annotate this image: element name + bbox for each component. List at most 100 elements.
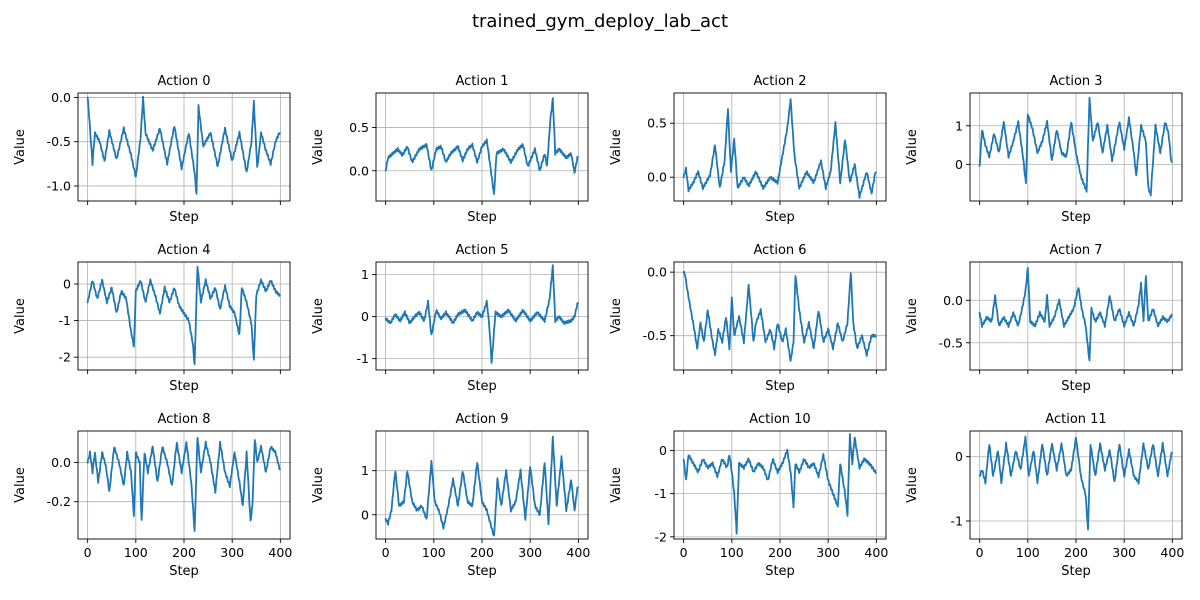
y-axis-label: Value — [905, 129, 920, 165]
y-tick-label: 1 — [955, 118, 963, 133]
series-line — [384, 264, 579, 364]
y-tick-label: 1 — [361, 267, 369, 282]
subplot-action-4: Action 4 0 -1 -2 Step Value — [13, 243, 291, 394]
x-tick-label: 300 — [816, 545, 840, 560]
y-axis-label: Value — [13, 129, 28, 165]
x-axis-label: Step — [169, 564, 199, 579]
y-tick-label: 0 — [955, 449, 963, 464]
x-axis-label: Step — [765, 564, 795, 579]
y-tick-label: -0.5 — [47, 134, 71, 149]
x-tick-label: 100 — [124, 545, 148, 560]
x-axis-label: Step — [467, 210, 497, 225]
x-tick-label: 400 — [864, 545, 888, 560]
y-axis-label: Value — [905, 467, 920, 503]
subplot-title: Action 0 — [157, 74, 210, 89]
series-line — [978, 96, 1173, 197]
series-line — [384, 97, 579, 195]
subplot-action-1: Action 1 0.0 0.5 Step Value — [311, 74, 589, 225]
subplot-action-11: Action 11 0 100 200 300 400 0 -1 Step Value — [905, 412, 1184, 579]
y-axis-label: Value — [13, 467, 28, 503]
subplot-title: Action 9 — [455, 412, 508, 427]
x-axis-label: Step — [765, 210, 795, 225]
y-tick-label: -1 — [655, 486, 667, 501]
x-tick-label: 300 — [518, 545, 542, 560]
x-tick-label: 100 — [1016, 545, 1040, 560]
y-tick-label: -0.2 — [47, 494, 71, 509]
y-tick-label: -1 — [59, 313, 71, 328]
subplot-title: Action 3 — [1049, 74, 1102, 89]
y-tick-label: 1 — [361, 463, 369, 478]
subplot-title: Action 11 — [1045, 412, 1106, 427]
x-axis-label: Step — [467, 564, 497, 579]
y-tick-label: 0.0 — [349, 163, 369, 178]
subplot-action-8: Action 8 0 100 200 300 400 0.0 -0.2 Step Value — [13, 412, 292, 579]
subplot-action-7: Action 7 0.0 -0.5 Step Value — [905, 243, 1183, 394]
y-tick-label: 0 — [63, 276, 71, 291]
subplot-title: Action 4 — [157, 243, 210, 258]
y-tick-label: -2 — [655, 529, 667, 544]
subplot-action-2: Action 2 0.0 0.5 Step Value — [609, 74, 887, 225]
series-line — [978, 435, 1173, 531]
x-axis-label: Step — [765, 379, 795, 394]
subplot-title: Action 6 — [753, 243, 806, 258]
y-tick-label: -1 — [357, 351, 369, 366]
x-axis-label: Step — [169, 379, 199, 394]
subplot-action-0: Action 0 0.0 -0.5 -1.0 Step Value — [13, 74, 291, 225]
series-line — [682, 433, 877, 535]
x-tick-label: 400 — [1160, 545, 1184, 560]
x-axis-label: Step — [1061, 210, 1091, 225]
x-tick-label: 400 — [566, 545, 590, 560]
subplot-grid: Action 0 0.0 -0.5 -1.0 Step Value Action 1 0.0 0… — [13, 74, 1184, 579]
y-axis-label: Value — [311, 298, 326, 334]
y-axis-label: Value — [13, 298, 28, 334]
x-tick-label: 400 — [268, 545, 292, 560]
x-tick-label: 300 — [1112, 545, 1136, 560]
x-tick-label: 0 — [976, 545, 984, 560]
subplot-title: Action 5 — [455, 243, 508, 258]
series-line — [86, 95, 281, 195]
series-line — [978, 267, 1173, 362]
y-tick-label: 0.5 — [349, 120, 369, 135]
x-tick-label: 200 — [470, 545, 494, 560]
subplot-title: Action 2 — [753, 74, 806, 89]
series-line — [682, 270, 877, 362]
x-tick-label: 200 — [768, 545, 792, 560]
subplot-action-6: Action 6 0.0 -0.5 Step Value — [609, 243, 887, 394]
x-axis-label: Step — [1061, 379, 1091, 394]
y-tick-label: 0 — [361, 309, 369, 324]
subplot-title: Action 1 — [455, 74, 508, 89]
y-axis-label: Value — [609, 129, 624, 165]
series-line — [86, 265, 281, 366]
y-tick-label: 0 — [955, 157, 963, 172]
x-axis-label: Step — [1061, 564, 1091, 579]
y-axis-label: Value — [311, 467, 326, 503]
y-tick-label: 0.0 — [51, 455, 71, 470]
y-tick-label: 0 — [659, 443, 667, 458]
series-line — [86, 436, 281, 532]
subplot-action-5: Action 5 1 0 -1 Step Value — [311, 243, 589, 394]
x-axis-label: Step — [169, 210, 199, 225]
y-tick-label: -0.5 — [643, 328, 667, 343]
x-tick-label: 100 — [720, 545, 744, 560]
y-axis-label: Value — [905, 298, 920, 334]
y-tick-label: -1.0 — [47, 178, 71, 193]
subplot-action-9: Action 9 0 100 200 300 400 0 1 Step Value — [311, 412, 590, 579]
y-tick-label: 0.0 — [647, 265, 667, 280]
x-tick-label: 0 — [680, 545, 688, 560]
series-line — [384, 435, 579, 537]
subplot-title: Action 7 — [1049, 243, 1102, 258]
y-axis-label: Value — [311, 129, 326, 165]
series-line — [682, 98, 877, 199]
y-tick-label: 0.0 — [647, 170, 667, 185]
y-tick-label: 0.0 — [943, 293, 963, 308]
x-tick-label: 0 — [382, 545, 390, 560]
y-axis-label: Value — [609, 467, 624, 503]
subplot-action-10: Action 10 0 100 200 300 400 0 -1 -2 Step Value — [609, 412, 888, 579]
y-tick-label: 0 — [361, 507, 369, 522]
x-tick-label: 300 — [220, 545, 244, 560]
x-tick-label: 200 — [1064, 545, 1088, 560]
x-axis-label: Step — [467, 379, 497, 394]
subplot-title: Action 8 — [157, 412, 210, 427]
y-tick-label: -2 — [59, 350, 71, 365]
subplot-action-3: Action 3 0 1 Step Value — [905, 74, 1183, 225]
